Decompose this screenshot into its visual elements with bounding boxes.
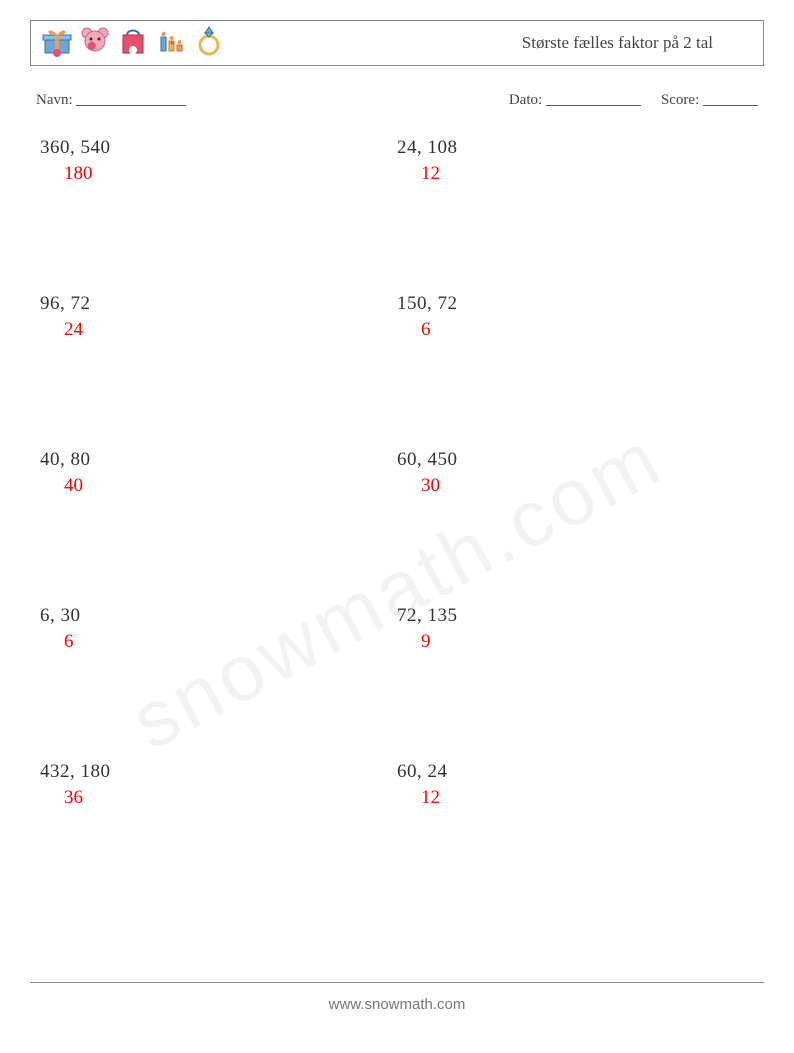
problem-cell: 60, 450 30 (397, 449, 754, 497)
problem-row: 40, 80 40 60, 450 30 (40, 449, 754, 497)
ring-icon (193, 25, 225, 62)
date-label: Dato: (509, 92, 542, 108)
name-field: Navn: (36, 88, 509, 109)
worksheet-title: Største fælles faktor på 2 tal (522, 33, 753, 53)
problem-question: 60, 24 (397, 761, 754, 783)
problem-cell: 72, 135 9 (397, 605, 754, 653)
problem-answer: 40 (40, 475, 397, 497)
problem-answer: 6 (40, 631, 397, 653)
problem-answer: 36 (40, 787, 397, 809)
problem-answer: 180 (40, 163, 397, 185)
problem-cell: 150, 72 6 (397, 293, 754, 341)
problem-question: 60, 450 (397, 449, 754, 471)
gift-icon (41, 25, 73, 62)
problem-answer: 24 (40, 319, 397, 341)
score-label: Score: (661, 92, 699, 108)
problem-question: 24, 108 (397, 137, 754, 159)
footer-url: www.snowmath.com (0, 996, 794, 1013)
problem-cell: 360, 540 180 (40, 137, 397, 185)
bear-icon (79, 25, 111, 62)
header-box: Største fælles faktor på 2 tal (30, 20, 764, 66)
worksheet-page: Største fælles faktor på 2 tal Navn: Dat… (0, 0, 794, 1053)
header-icons (41, 25, 225, 62)
problem-question: 150, 72 (397, 293, 754, 315)
problems-grid: 360, 540 180 24, 108 12 96, 72 24 150, 7… (30, 137, 764, 809)
date-field: Dato: (509, 88, 641, 109)
footer-divider (30, 982, 764, 983)
problem-row: 6, 30 6 72, 135 9 (40, 605, 754, 653)
problem-answer: 6 (397, 319, 754, 341)
problem-answer: 9 (397, 631, 754, 653)
problem-cell: 96, 72 24 (40, 293, 397, 341)
name-blank[interactable] (76, 90, 186, 106)
problem-answer: 12 (397, 787, 754, 809)
problem-answer: 12 (397, 163, 754, 185)
problem-cell: 432, 180 36 (40, 761, 397, 809)
candles-icon (155, 25, 187, 62)
problem-cell: 6, 30 6 (40, 605, 397, 653)
problem-question: 432, 180 (40, 761, 397, 783)
problem-row: 360, 540 180 24, 108 12 (40, 137, 754, 185)
score-blank[interactable] (703, 90, 758, 106)
problem-question: 360, 540 (40, 137, 397, 159)
info-line: Navn: Dato: Score: (30, 88, 764, 109)
problem-question: 6, 30 (40, 605, 397, 627)
problem-answer: 30 (397, 475, 754, 497)
problem-cell: 40, 80 40 (40, 449, 397, 497)
bag-icon (117, 25, 149, 62)
problem-row: 96, 72 24 150, 72 6 (40, 293, 754, 341)
problem-cell: 24, 108 12 (397, 137, 754, 185)
problem-question: 40, 80 (40, 449, 397, 471)
problem-cell: 60, 24 12 (397, 761, 754, 809)
problem-question: 72, 135 (397, 605, 754, 627)
score-field: Score: (661, 88, 758, 109)
problem-row: 432, 180 36 60, 24 12 (40, 761, 754, 809)
problem-question: 96, 72 (40, 293, 397, 315)
name-label: Navn: (36, 92, 73, 108)
date-blank[interactable] (546, 90, 641, 106)
